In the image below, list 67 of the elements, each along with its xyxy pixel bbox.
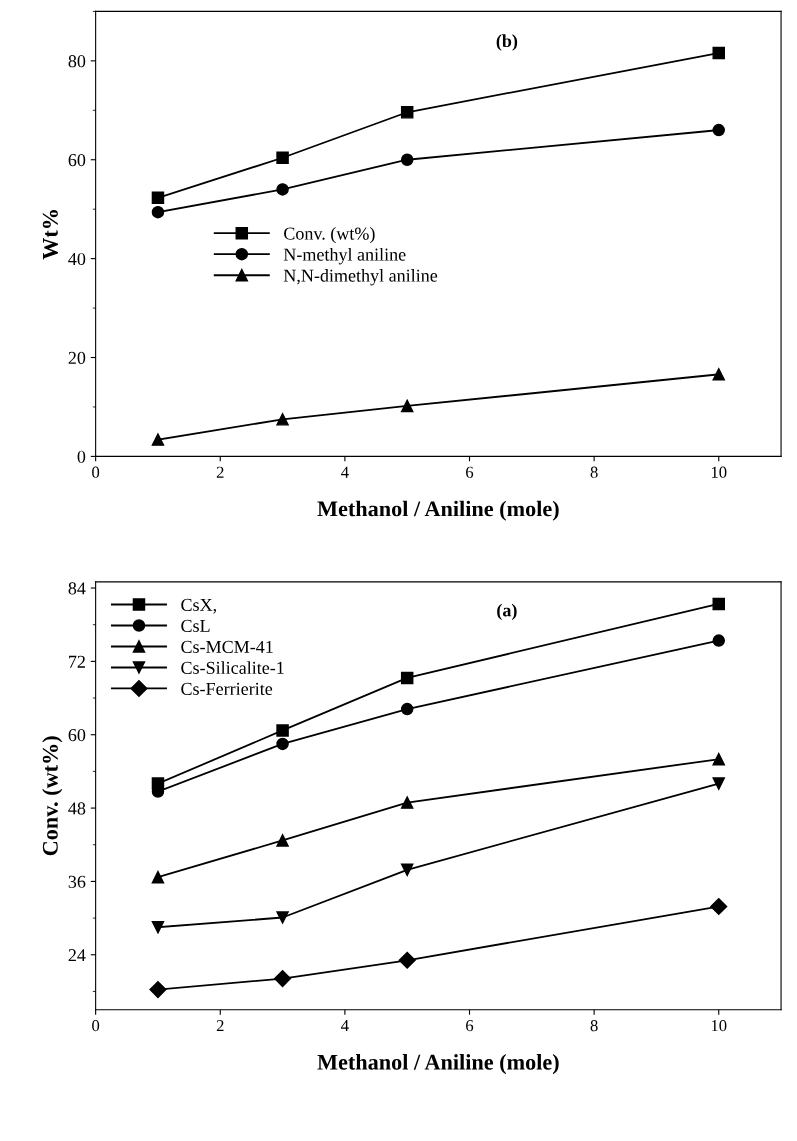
legend-label: Conv. (wt%) bbox=[284, 226, 375, 244]
point bbox=[398, 951, 416, 969]
point bbox=[712, 777, 725, 790]
point bbox=[151, 433, 165, 446]
point bbox=[712, 597, 725, 611]
y-tick-label: 36 bbox=[68, 875, 86, 888]
point bbox=[712, 123, 725, 137]
x-tick-label: 6 bbox=[466, 1020, 474, 1032]
y-tick-label: 60 bbox=[68, 728, 86, 742]
legend-label: N-methyl aniline bbox=[283, 247, 406, 265]
x-tick-label: 8 bbox=[590, 466, 598, 478]
legend-label: Cs-MCM-41 bbox=[181, 640, 273, 653]
point bbox=[400, 399, 414, 413]
annotation: (b) bbox=[496, 34, 518, 51]
y-axis-title: Wt% bbox=[42, 210, 58, 260]
legend-label: CsL bbox=[181, 619, 210, 632]
point bbox=[400, 671, 414, 685]
y-axis-title: Conv. (wt%) bbox=[42, 736, 63, 856]
y-tick-label: 84 bbox=[68, 582, 86, 595]
x-tick-label: 10 bbox=[711, 466, 727, 478]
x-tick-label: 2 bbox=[216, 1020, 224, 1032]
point bbox=[274, 970, 292, 988]
y-tick-label: 40 bbox=[68, 252, 86, 266]
point bbox=[149, 981, 167, 999]
point bbox=[400, 153, 414, 166]
x-tick-label: 4 bbox=[341, 1020, 349, 1032]
y-tick-label: 60 bbox=[68, 154, 86, 167]
x-tick-label: 10 bbox=[711, 1019, 727, 1032]
point bbox=[151, 205, 165, 219]
x-tick-label: 6 bbox=[466, 466, 474, 478]
legend-label: Cs-Ferrierite bbox=[181, 682, 273, 695]
point bbox=[400, 796, 414, 809]
y-tick-label: 80 bbox=[68, 55, 86, 68]
legend-label: Cs-Silicalite-1 bbox=[181, 661, 284, 674]
point bbox=[276, 413, 289, 426]
point bbox=[400, 702, 414, 716]
point bbox=[151, 870, 165, 884]
point bbox=[276, 724, 289, 737]
point bbox=[710, 897, 728, 916]
y-tick-label: 72 bbox=[69, 655, 85, 668]
point bbox=[276, 911, 289, 924]
y-tick-label: 0 bbox=[77, 450, 86, 463]
x-axis-title: Methanol / Aniline (mole) bbox=[317, 1054, 559, 1075]
y-tick-label: 48 bbox=[68, 802, 86, 815]
legend-label: N,N-dimethyl aniline bbox=[283, 269, 438, 286]
point bbox=[712, 634, 725, 647]
point bbox=[151, 921, 165, 934]
point bbox=[712, 46, 725, 60]
x-axis-title: Methanol / Aniline (mole) bbox=[317, 500, 559, 521]
x-tick-label: 2 bbox=[216, 466, 224, 478]
x-tick-label: 8 bbox=[590, 1019, 598, 1032]
annotation: (a) bbox=[497, 603, 517, 621]
point bbox=[276, 151, 289, 165]
point bbox=[276, 737, 289, 751]
point bbox=[151, 191, 165, 205]
x-tick-label: 4 bbox=[341, 466, 349, 478]
point bbox=[276, 183, 289, 196]
point bbox=[712, 752, 725, 766]
y-tick-label: 24 bbox=[68, 949, 86, 962]
x-tick-label: 0 bbox=[92, 1019, 100, 1032]
point bbox=[712, 368, 725, 381]
legend-label: CsX, bbox=[181, 598, 216, 614]
point bbox=[400, 106, 414, 119]
point bbox=[400, 863, 414, 877]
y-tick-label: 20 bbox=[68, 351, 86, 364]
x-tick-label: 0 bbox=[92, 466, 100, 478]
point bbox=[276, 834, 289, 847]
